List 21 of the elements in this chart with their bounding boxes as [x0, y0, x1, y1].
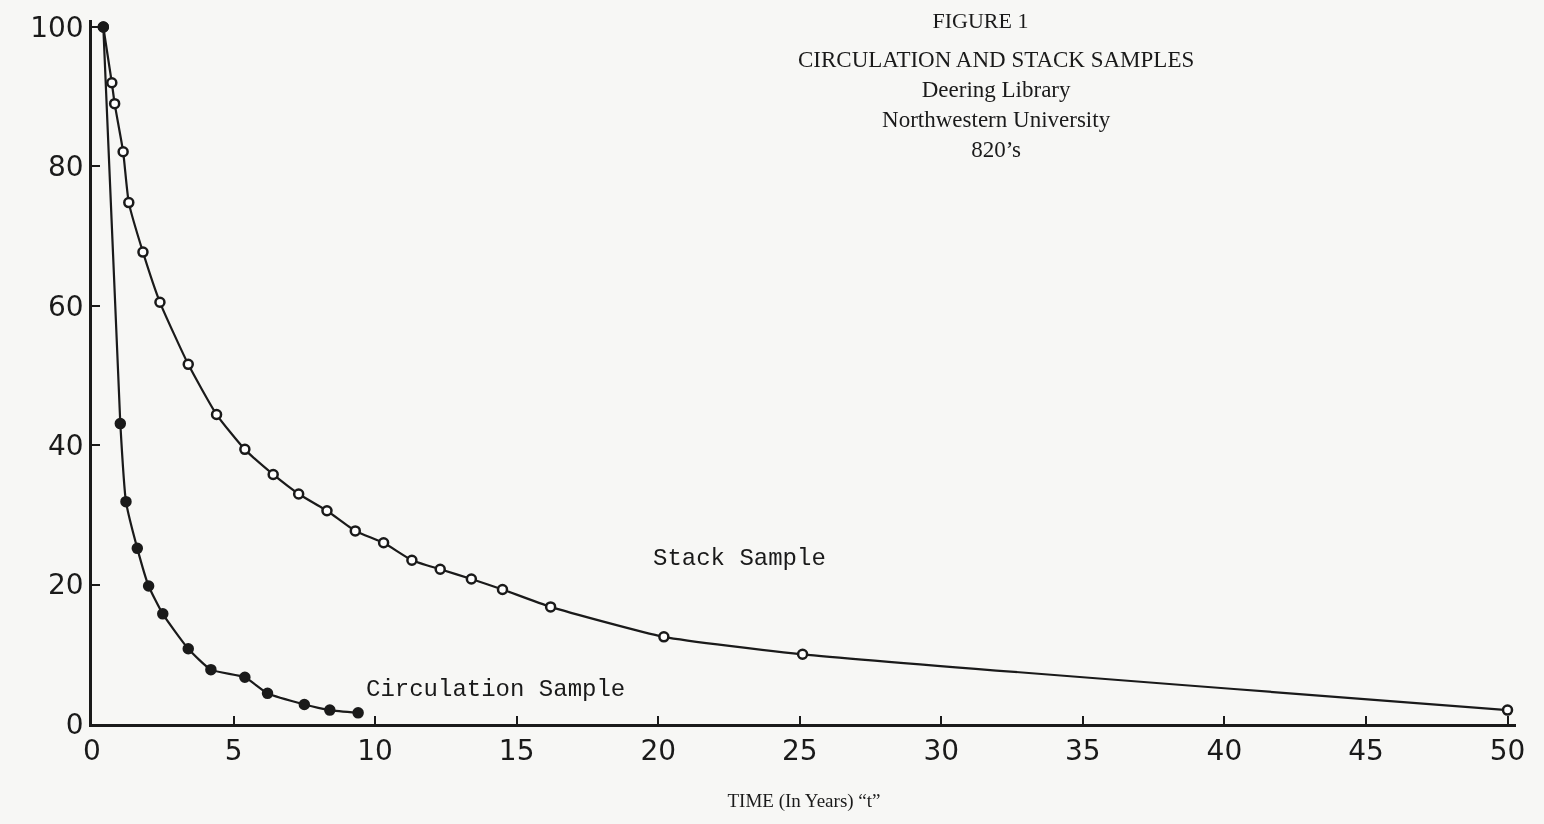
x-tick-label: 45 [1348, 734, 1384, 768]
x-tick-label: 30 [923, 734, 960, 768]
y-tick-label: 80 [48, 150, 84, 184]
y-tick-label: 100 [30, 10, 84, 44]
x-tick-label: 15 [498, 734, 535, 768]
y-tick-label: 20 [48, 568, 84, 602]
x-tick-label: 35 [1065, 734, 1101, 768]
series-label: Circulation Sample [366, 676, 626, 703]
text: Stack Sample [653, 545, 826, 572]
x-tick-label: 25 [781, 734, 818, 768]
y-tick-label: 40 [48, 428, 84, 462]
x-tick-label: 20 [640, 734, 677, 768]
x-tick-label: 40 [1206, 734, 1243, 768]
x-tick-label: 5 [224, 734, 243, 768]
y-tick-label: 0 [65, 707, 84, 741]
x-axis-title: TIME (In Years) “t” [727, 790, 881, 813]
y-tick-label: 60 [48, 289, 84, 323]
text: CIRCULATION AND STACK SAMPLES Deering Library Northwestern University 820’s [798, 47, 1195, 162]
x-tick-label: 10 [357, 734, 393, 768]
x-tick-label: 50 [1489, 734, 1526, 768]
chart-title: FIGURE 1 [932, 7, 1029, 33]
